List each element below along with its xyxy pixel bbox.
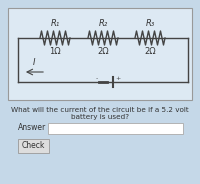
Text: +: + [115,76,120,81]
FancyBboxPatch shape [8,8,192,100]
Text: R₂: R₂ [98,19,108,27]
Text: R₁: R₁ [50,19,60,27]
Text: I: I [33,58,36,67]
Text: 2Ω: 2Ω [144,47,156,56]
FancyBboxPatch shape [48,123,183,134]
Text: R₃: R₃ [145,19,155,27]
FancyBboxPatch shape [18,139,48,153]
Text: Check: Check [21,141,45,149]
Text: -: - [96,76,98,81]
Text: What will the current of the circuit be if a 5.2 volt battery is used?: What will the current of the circuit be … [11,107,189,120]
Text: Answer: Answer [18,123,46,132]
Text: 2Ω: 2Ω [97,47,109,56]
Text: 1Ω: 1Ω [49,47,61,56]
